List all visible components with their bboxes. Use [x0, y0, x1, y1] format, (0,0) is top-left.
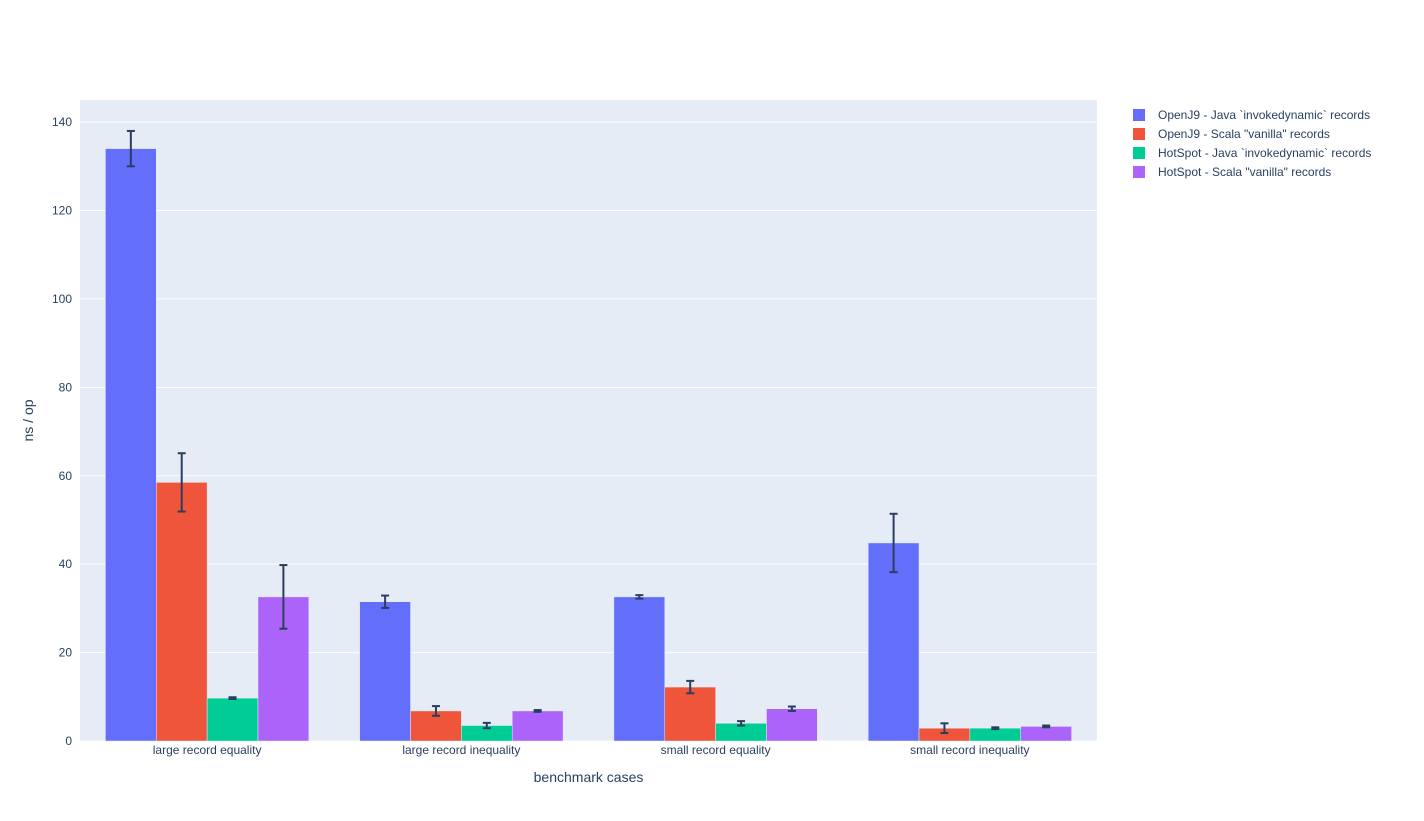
error-bar: [686, 679, 695, 695]
error-bar: [635, 594, 644, 600]
bar: [206, 697, 259, 742]
legend-item: HotSpot - Scala "vanilla" records: [1133, 165, 1331, 179]
error-bar: [533, 709, 542, 713]
y-tick-label: 40: [59, 557, 73, 571]
error-bar: [940, 722, 949, 735]
bar: [766, 708, 818, 742]
error-bar: [737, 720, 746, 727]
x-axis-ticks: large record equality large record inequa…: [153, 743, 1030, 757]
gridlines: [80, 121, 1097, 742]
legend-label: HotSpot - Scala "vanilla" records: [1158, 165, 1331, 179]
bar: [969, 727, 1021, 742]
x-tick-label: large record equality: [153, 743, 262, 757]
legend-swatch: [1133, 166, 1145, 178]
error-bar: [177, 452, 186, 513]
bar: [613, 596, 666, 742]
bars: [105, 148, 1072, 742]
y-tick-label: 100: [52, 292, 72, 306]
error-bar: [889, 512, 898, 574]
error-bar: [482, 721, 491, 730]
x-tick-label: large record inequality: [402, 743, 520, 757]
y-axis-ticks: 0 20 40 60 80 100 120 140: [52, 115, 72, 748]
x-tick-label: small record inequality: [910, 743, 1029, 757]
error-bar: [126, 129, 135, 168]
error-bar: [787, 705, 796, 712]
legend-swatch: [1133, 109, 1145, 121]
legend-item: OpenJ9 - Scala "vanilla" records: [1133, 127, 1330, 141]
legend-label: HotSpot - Java `invokedynamic` records: [1158, 146, 1371, 160]
y-tick-label: 80: [59, 380, 73, 394]
y-tick-label: 20: [59, 646, 73, 660]
error-bar: [1042, 724, 1051, 729]
y-tick-label: 60: [59, 469, 73, 483]
bar: [1020, 726, 1072, 742]
bar: [511, 710, 564, 742]
error-bar: [279, 564, 288, 630]
bar: [359, 601, 411, 742]
legend-swatch: [1133, 147, 1145, 159]
error-bars: [126, 129, 1051, 735]
legend-label: OpenJ9 - Scala "vanilla" records: [1158, 127, 1330, 141]
x-tick-label: small record equality: [661, 743, 771, 757]
bar: [156, 482, 208, 742]
error-bar: [991, 726, 1000, 731]
error-bar: [228, 696, 237, 701]
y-tick-label: 120: [52, 204, 72, 218]
error-bar: [381, 594, 390, 609]
legend-item: OpenJ9 - Java `invokedynamic` records: [1133, 108, 1370, 122]
y-tick-label: 0: [65, 734, 72, 748]
legend: OpenJ9 - Java `invokedynamic` records Ope…: [1133, 108, 1371, 179]
y-tick-label: 140: [52, 115, 72, 129]
bar: [664, 686, 716, 742]
y-axis-title: ns / op: [20, 399, 36, 441]
error-bar: [431, 705, 440, 717]
legend-item: HotSpot - Java `invokedynamic` records: [1133, 146, 1371, 160]
bar: [867, 542, 920, 742]
bar: [105, 148, 157, 742]
plot-area: [80, 100, 1097, 741]
legend-label: OpenJ9 - Java `invokedynamic` records: [1158, 108, 1370, 122]
legend-swatch: [1133, 128, 1145, 140]
x-axis-title: benchmark cases: [534, 769, 644, 785]
